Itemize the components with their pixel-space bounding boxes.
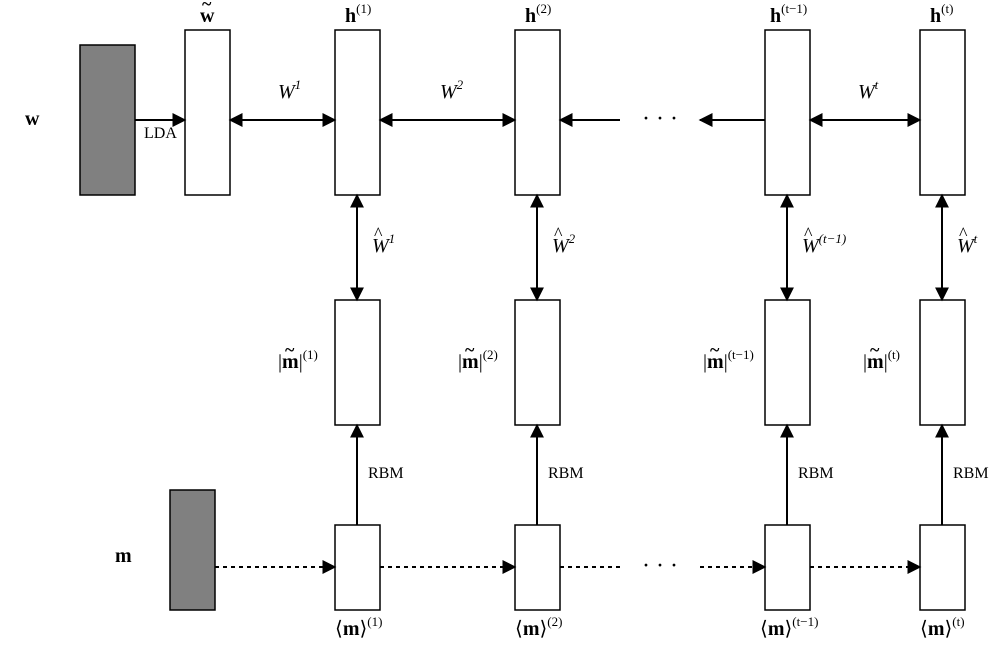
label-Wt: Wt [858,77,879,104]
accent: ~ [202,0,212,14]
box-h2 [515,30,560,195]
box-w_tilde [185,30,230,195]
label-m: m [115,545,132,567]
label-RBM1: RBM [368,465,404,482]
label-mb1: ⟨m⟩(1) [335,614,382,641]
label-RBM2: RBM [548,465,584,482]
label-RBM4: RBM [953,465,989,482]
network-diagram: · · ·· · ·ww~h(1)h(2)h(t−1)h(t)LDAW1W2Wt… [0,0,1000,654]
box-m_gray [170,490,215,610]
label-LDA: LDA [144,125,177,142]
accent: ^ [959,224,968,244]
box-m2_tilde [515,300,560,425]
box-h_tm1 [765,30,810,195]
accent: ^ [804,224,813,244]
label-W2: W2 [440,77,464,104]
label-mb_tm1: ⟨m⟩(t−1) [760,614,818,641]
box-mtm1_tilde [765,300,810,425]
accent: ~ [870,340,880,360]
box-mt_tilde [920,300,965,425]
accent: ~ [465,340,475,360]
box-h1 [335,30,380,195]
ellipsis: · · · [642,553,678,579]
label-mb2: ⟨m⟩(2) [515,614,562,641]
label-mt1: |m|(1) [278,347,318,374]
label-mt_t: |m|(t) [863,347,900,374]
accent: ~ [710,340,720,360]
box-m2 [515,525,560,610]
label-h_tm1: h(t−1) [770,1,807,28]
accent: ^ [374,224,383,244]
box-m1 [335,525,380,610]
accent: ~ [285,340,295,360]
box-mt [920,525,965,610]
box-mtm1 [765,525,810,610]
label-RBM3: RBM [798,465,834,482]
label-w: w [25,108,40,130]
box-w_gray [80,45,135,195]
accent: ^ [554,224,563,244]
label-h1: h(1) [345,1,371,28]
ellipsis: · · · [642,106,678,132]
label-W1: W1 [278,77,301,104]
box-h_t [920,30,965,195]
label-h2: h(2) [525,1,551,28]
label-mt2: |m|(2) [458,347,498,374]
box-m1_tilde [335,300,380,425]
label-mb_t: ⟨m⟩(t) [920,614,965,641]
label-h_t: h(t) [930,1,953,28]
